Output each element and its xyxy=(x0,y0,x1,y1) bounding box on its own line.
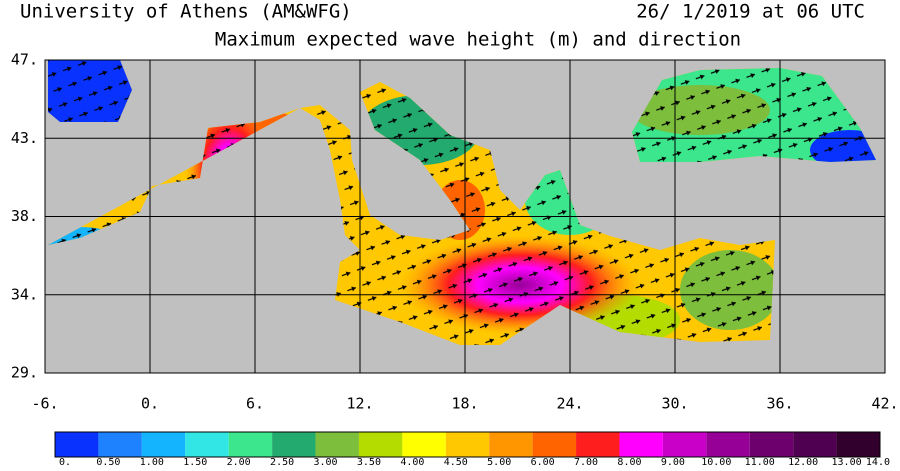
lat-tick-label: 38. xyxy=(11,207,38,225)
colorbar-swatch xyxy=(576,432,620,457)
lon-tick-label: 24. xyxy=(556,395,583,413)
colorbar-swatch xyxy=(836,432,880,457)
colorbar-swatch xyxy=(445,432,490,457)
colorbar-label: 3.00 xyxy=(313,457,337,467)
colorbar-label: 4.50 xyxy=(444,457,468,467)
lat-tick-label: 29. xyxy=(11,364,38,382)
colorbar-label: 6.00 xyxy=(531,457,555,467)
colorbar-frame xyxy=(54,431,881,458)
colorbar-swatch xyxy=(532,432,577,457)
colorbar-label: 9.00 xyxy=(661,457,685,467)
map-frame xyxy=(44,59,886,374)
colorbar-label: 8.00 xyxy=(617,457,641,467)
colorbar-label: 13.00 xyxy=(832,457,862,467)
colorbar-label: 5.00 xyxy=(487,457,511,467)
colorbar-label: 14.0 xyxy=(866,457,890,467)
colorbar-swatch xyxy=(749,432,794,457)
colorbar-label: 3.50 xyxy=(357,457,381,467)
colorbar-swatch xyxy=(228,432,273,457)
header-left: University of Athens (AM&WFG) xyxy=(20,1,352,23)
colorbar-label: 10.00 xyxy=(701,457,731,467)
colorbar-swatch xyxy=(55,432,99,457)
lon-tick-label: 30. xyxy=(661,395,688,413)
lon-tick-label: 0. xyxy=(141,395,159,413)
lon-tick-label: 42. xyxy=(871,395,898,413)
colorbar-swatch xyxy=(662,432,707,457)
header-right: 26/ 1/2019 at 06 UTC xyxy=(636,1,865,23)
colorbar-swatch xyxy=(402,432,446,457)
subtitle: Maximum expected wave height (m) and dir… xyxy=(215,29,741,51)
colorbar: 0. 0.50 1.00 1.50 2.00 2.50 3.00 3.50 4.00 4.50 5.… xyxy=(54,431,890,468)
lon-tick-label: 12. xyxy=(346,395,373,413)
lat-tick-label: 47. xyxy=(11,51,38,69)
colorbar-swatch xyxy=(489,432,533,457)
lat-tick-label: 43. xyxy=(11,129,38,147)
colorbar-label: 1.50 xyxy=(183,457,207,467)
colorbar-swatch xyxy=(98,432,142,457)
colorbar-label: 7.00 xyxy=(574,457,598,467)
lat-tick-label: 34. xyxy=(11,285,38,303)
colorbar-swatch xyxy=(793,432,837,457)
colorbar-swatch xyxy=(141,432,186,457)
colorbar-label: 12.00 xyxy=(788,457,818,467)
colorbar-label: 2.50 xyxy=(270,457,294,467)
colorbar-label: 0.50 xyxy=(96,457,120,467)
lon-tick-label: 18. xyxy=(451,395,478,413)
colorbar-label: 1.00 xyxy=(140,457,164,467)
colorbar-swatch xyxy=(185,432,229,457)
colorbar-swatch xyxy=(706,432,750,457)
colorbar-label: 2.00 xyxy=(227,457,251,467)
colorbar-swatch xyxy=(272,432,316,457)
colorbar-label: 4.00 xyxy=(400,457,424,467)
colorbar-label: 0. xyxy=(59,457,71,467)
lon-tick-label: -6. xyxy=(31,395,58,413)
lon-tick-label: 6. xyxy=(246,395,264,413)
colorbar-swatch xyxy=(358,432,403,457)
colorbar-swatch xyxy=(619,432,663,457)
colorbar-swatch xyxy=(315,432,359,457)
colorbar-label: 11.00 xyxy=(745,457,775,467)
lon-tick-label: 36. xyxy=(766,395,793,413)
